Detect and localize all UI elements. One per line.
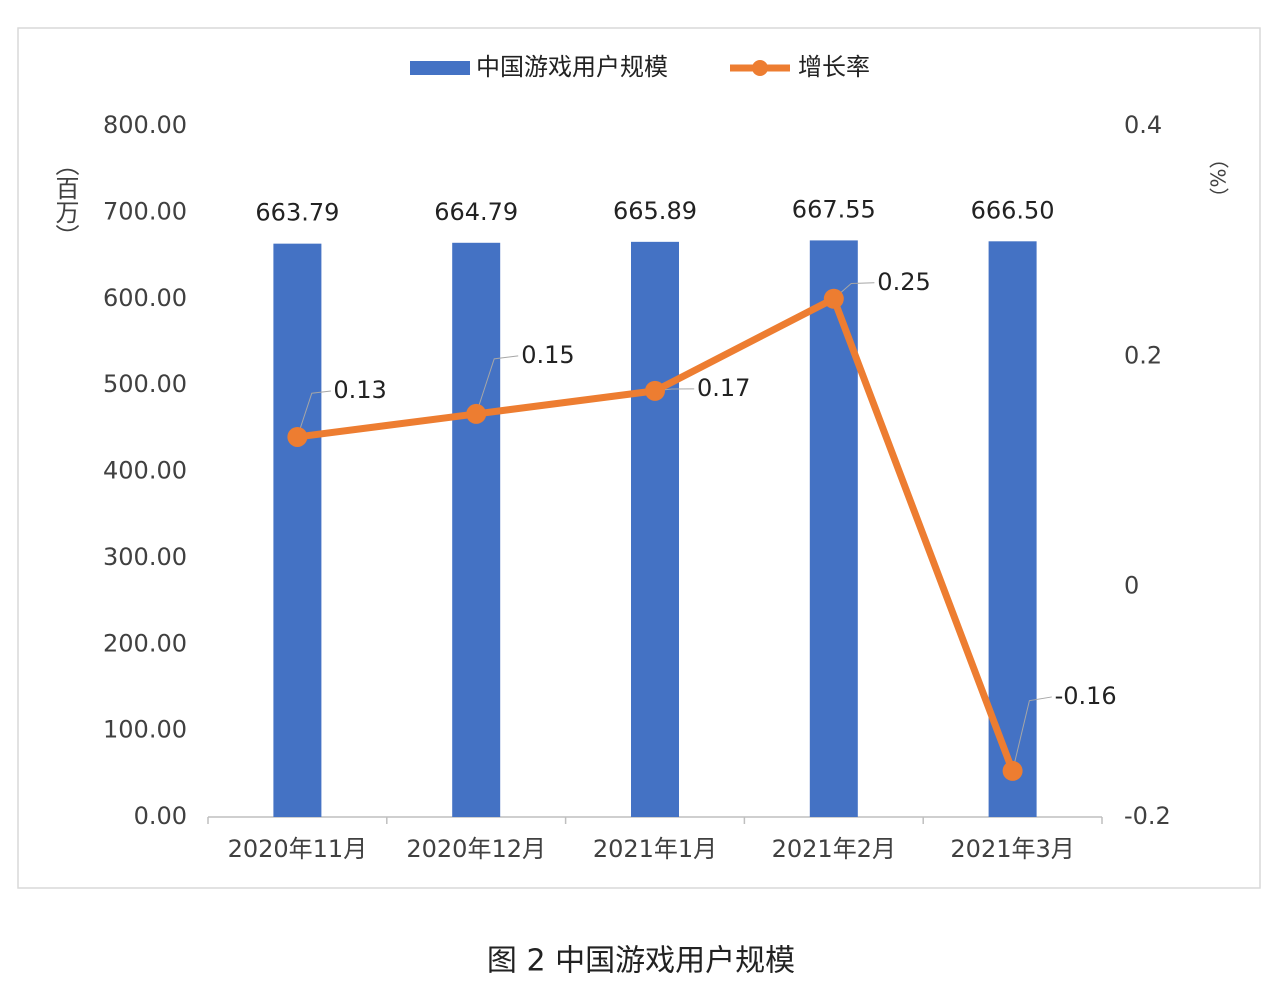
x-tick-label: 2021年1月 (593, 835, 717, 863)
y2-tick-label: 0 (1124, 572, 1139, 600)
y-tick-label: 200.00 (103, 629, 187, 657)
line-value-label: 0.25 (877, 268, 930, 296)
y-tick-label: 100.00 (103, 716, 187, 744)
x-tick-label: 2021年2月 (772, 835, 896, 863)
legend-swatch-marker (752, 60, 768, 76)
line-marker (823, 288, 844, 309)
leader-line (296, 390, 332, 438)
y-tick-label: 400.00 (103, 457, 187, 485)
line-value-label: 0.17 (697, 374, 750, 402)
bar (809, 240, 858, 817)
line-value-label: -0.16 (1055, 682, 1117, 710)
x-tick-label: 2020年12月 (406, 835, 546, 863)
legend-label: 中国游戏用户规模 (476, 53, 668, 81)
bar-value-label: 666.50 (971, 196, 1055, 224)
caption: 图 2 中国游戏用户规模 (487, 944, 795, 979)
bar (273, 243, 322, 818)
chart-frame (17, 27, 1261, 889)
line-marker (287, 426, 308, 447)
bar (631, 241, 679, 817)
y-tick-label: 700.00 (103, 197, 187, 225)
leader-line (1012, 696, 1052, 772)
y2-tick-label: 0.2 (1124, 341, 1162, 369)
bar-value-label: 665.89 (613, 197, 697, 225)
x-tick-label: 2021年3月 (950, 835, 1074, 863)
bar (452, 242, 501, 817)
bar-value-label: 663.79 (255, 199, 339, 227)
y-tick-label: 300.00 (103, 543, 187, 571)
bar-value-label: 667.55 (792, 195, 876, 223)
y2-axis-title: （%） (1206, 148, 1230, 207)
y-tick-label: 0.00 (134, 802, 187, 830)
y-tick-label: 800.00 (103, 111, 187, 139)
legend-label: 增长率 (798, 53, 870, 81)
y-axis-title: （百万） (51, 152, 79, 248)
y2-tick-label: -0.2 (1124, 802, 1171, 830)
line-marker (466, 403, 487, 424)
line-marker (1002, 760, 1023, 781)
line-value-label: 0.13 (333, 376, 386, 404)
x-tick-label: 2020年11月 (228, 835, 368, 863)
line-value-label: 0.15 (521, 341, 574, 369)
y-tick-label: 600.00 (103, 284, 187, 312)
y-tick-label: 500.00 (103, 370, 187, 398)
legend-swatch (410, 61, 470, 75)
leader-line (475, 355, 519, 415)
y2-tick-label: 0.4 (1124, 111, 1162, 139)
line-marker (645, 380, 665, 401)
bar-value-label: 664.79 (434, 198, 518, 226)
